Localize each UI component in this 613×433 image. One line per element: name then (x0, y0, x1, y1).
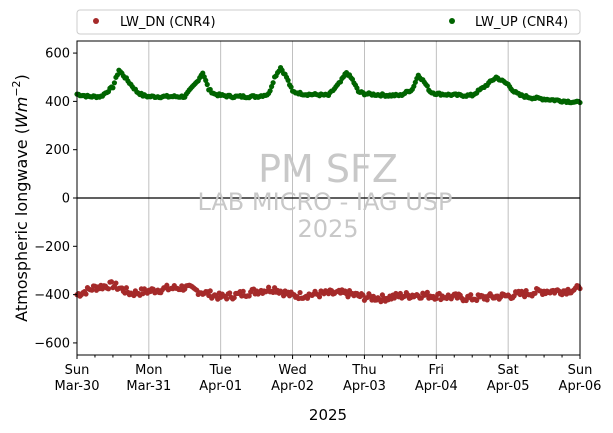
x-tick-label-date: Apr-05 (487, 379, 530, 394)
data-point (532, 290, 538, 296)
plot-area: PM SFZ LAB MICRO - IAG USP 2025 (74, 40, 583, 356)
x-tick-label-day: Tue (209, 363, 232, 378)
data-point (378, 299, 384, 305)
data-point (114, 72, 121, 78)
x-tick-label-date: Apr-02 (271, 379, 314, 394)
y-axis-label-units: Wm (12, 97, 31, 128)
legend-label-lw-dn: LW_DN (CNR4) (120, 15, 216, 30)
x-tick-label-date: Mar-31 (126, 379, 171, 394)
watermark-line-3: 2025 (297, 215, 358, 243)
data-point (484, 297, 490, 303)
x-tick-label-day: Sun (568, 363, 593, 378)
data-point (83, 291, 89, 297)
x-axis-label: 2025 (309, 406, 347, 424)
x-tick-label-date: Apr-06 (559, 379, 602, 394)
legend-label-lw-up: LW_UP (CNR4) (475, 15, 568, 30)
x-tick-label-day: Sun (65, 363, 90, 378)
data-point (285, 77, 291, 83)
y-tick-label: −600 (34, 336, 70, 351)
x-tick-label-day: Thu (351, 363, 376, 378)
x-tick-label-day: Fri (429, 363, 445, 378)
data-point (433, 295, 439, 302)
legend: LW_DN (CNR4) LW_UP (CNR4) (76, 9, 581, 35)
watermark-line-2: LAB MICRO - IAG USP (197, 188, 452, 216)
y-axis-label-exponent: −2 (10, 80, 23, 96)
data-point (89, 287, 95, 293)
y-tick-label: −400 (34, 288, 70, 303)
data-point (270, 80, 276, 86)
y-tick-label: 600 (45, 47, 70, 62)
data-point (113, 280, 119, 286)
x-tick-label-date: Apr-04 (415, 379, 458, 394)
x-tick-label-day: Mon (135, 363, 162, 378)
data-point (204, 81, 210, 88)
y-axis-label-close: ) (12, 74, 31, 80)
y-axis-label-text: Atmospheric longwave ( (12, 128, 31, 322)
data-point (468, 292, 474, 298)
data-point (123, 285, 130, 291)
x-tick-label-date: Apr-03 (343, 379, 386, 394)
data-point (227, 290, 233, 296)
y-tick-label: −200 (34, 240, 70, 255)
data-point (246, 293, 252, 299)
data-point (316, 294, 323, 300)
watermark-line-1: PM SFZ (258, 147, 398, 191)
data-point (110, 85, 116, 91)
data-point (111, 80, 118, 86)
x-tick-label-date: Mar-30 (55, 379, 100, 394)
data-point (207, 288, 213, 294)
data-point (164, 282, 170, 288)
data-point (108, 279, 115, 285)
data-point (203, 77, 209, 84)
data-point (424, 83, 430, 89)
data-point (474, 297, 480, 304)
data-point (411, 83, 417, 89)
x-axis: SunMar-30MonMar-31TueApr-01WedApr-02ThuA… (55, 355, 602, 394)
y-tick-label: 200 (45, 143, 70, 158)
data-point (105, 286, 112, 292)
series-lw-up (74, 65, 583, 106)
y-tick-label: 0 (62, 192, 70, 207)
data-point (224, 296, 230, 302)
data-point (424, 289, 430, 295)
y-tick-label: 400 (45, 95, 70, 110)
data-point (297, 289, 303, 296)
legend-marker-lw-up (449, 18, 455, 24)
data-point (288, 84, 294, 90)
legend-frame (76, 9, 581, 35)
legend-marker-lw-dn (93, 18, 99, 24)
y-axis-label: Atmospheric longwave (Wm−2) (10, 74, 31, 322)
data-point (266, 284, 272, 290)
x-tick-label-date: Apr-01 (199, 379, 242, 394)
x-tick-label-day: Wed (278, 363, 306, 378)
x-tick-label-day: Sat (497, 363, 518, 378)
series-lw-dn (74, 279, 583, 305)
data-point (231, 295, 237, 301)
data-point (397, 290, 403, 297)
data-point (240, 288, 246, 294)
data-point (267, 88, 273, 94)
y-axis: −600 −400 −200 0 200 400 600 (34, 47, 77, 351)
